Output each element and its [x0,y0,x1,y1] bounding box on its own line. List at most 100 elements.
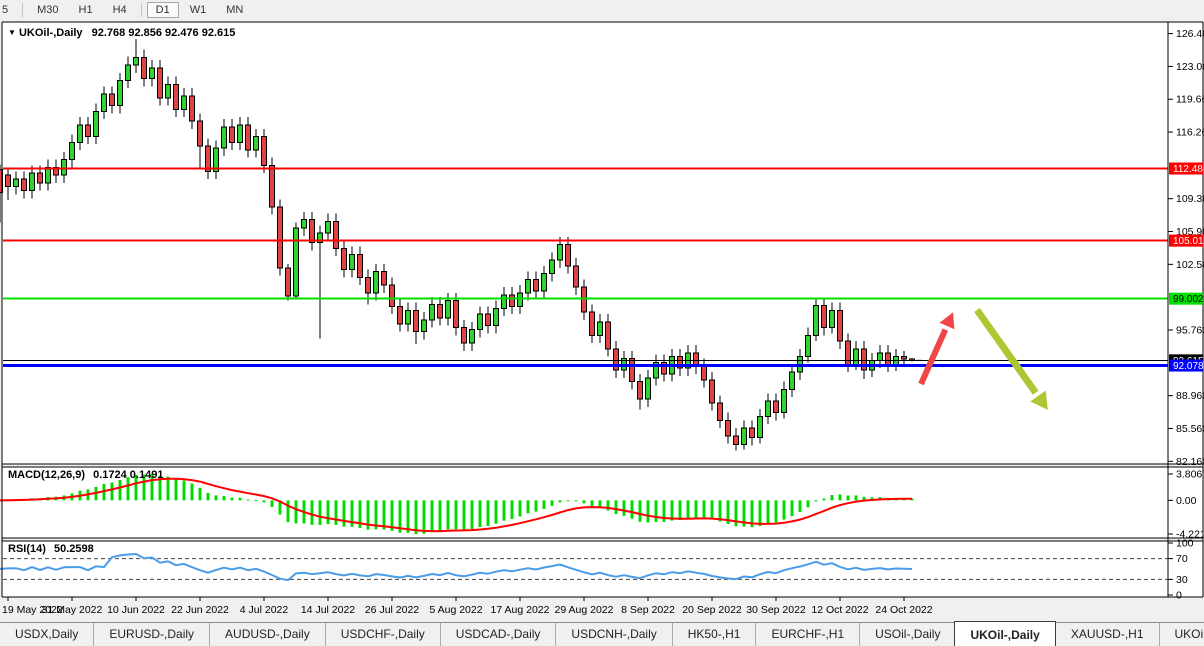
macd-histogram-bar [550,500,554,506]
tab-usoil-daily[interactable]: USOil-,Daily [859,623,955,646]
macd-histogram-bar [670,500,674,521]
candle-up [781,388,787,414]
tab-ukoil-daily[interactable]: UKOil-,Daily [954,621,1056,646]
tab-ukoil-daily[interactable]: UKOil-,Daily [1158,623,1204,646]
candle-down [5,174,11,188]
candle-down [157,67,163,99]
macd-histogram-bar [726,500,730,524]
candle-up [237,124,243,143]
macd-histogram-bar [814,500,818,502]
candle-down [661,361,667,375]
macd-histogram-bar [846,495,850,501]
price-badge [1169,292,1203,305]
macd-histogram-bar [590,500,594,507]
macd-histogram-bar [782,500,786,520]
candle-up [77,124,83,143]
candle-down [717,402,723,421]
macd-histogram-bar [542,500,546,509]
candle-down [389,284,395,307]
macd-histogram-bar [134,474,138,501]
candle-down [277,206,283,269]
candle-down [341,248,347,271]
macd-histogram-bar [246,499,250,501]
candle-down [637,381,643,400]
macd-histogram-bar [822,498,826,501]
symbol-dropdown-icon[interactable]: ▼ [8,28,16,37]
macd-histogram-bar [638,500,642,522]
time-tick-label: 31 May 2022 [42,604,103,616]
chart-tab-bar: USDX,Daily EURUSD-,Daily AUDUSD-,Daily USDC… [0,621,1204,646]
tab-xauusd-h1[interactable]: XAUUSD-,H1 [1070,627,1144,641]
tab-usdcnh-daily[interactable]: USDCNH-,Daily [555,623,671,646]
candle-down [141,56,147,80]
timeframe-button-m30[interactable]: M30 [37,4,59,16]
price-tick-label: 109.360 [1176,193,1204,205]
macd-histogram-bar [854,495,858,501]
time-tick-label: 22 Jun 2022 [171,604,229,616]
macd-histogram-bar [366,500,370,530]
macd-histogram-bar [518,500,522,517]
macd-histogram-bar [422,500,426,534]
timeframe-button-mn[interactable]: MN [226,4,244,16]
candle-down [773,400,779,414]
macd-histogram-bar [182,480,186,501]
candle-down [309,219,315,244]
candle-up [765,400,771,417]
candle-down [533,278,539,292]
price-badge [1169,359,1203,372]
macd-histogram-bar [454,500,458,530]
rsi-indicator-label: RSI(14) 50.2598 [8,543,94,555]
tab-audusd-daily[interactable]: AUDUSD-,Daily [209,623,325,646]
macd-histogram-bar [230,497,234,501]
tab-usdchf-daily[interactable]: USDCHF-,Daily [324,623,440,646]
chart-tabs: USDX,Daily EURUSD-,Daily AUDUSD-,Daily USDC… [0,621,1204,646]
candle-up [813,304,819,336]
price-tick-label: 116.260 [1176,127,1204,139]
timeframe-button-h4[interactable]: H4 [112,4,127,16]
tab-eurchf-h1[interactable]: EURCHF-,H1 [755,623,859,646]
time-tick-label: 29 Aug 2022 [555,604,614,616]
candle-up [373,271,379,294]
macd-histogram-bar [414,500,418,534]
macd-histogram-bar [750,500,754,528]
candle-up [477,313,483,331]
macd-histogram-bar [534,500,538,512]
candle-down [677,356,683,369]
candle-down [357,253,363,278]
tab-eurusd-daily[interactable]: EURUSD-,Daily [93,623,209,646]
macd-histogram-bar [566,500,570,502]
macd-histogram-bar [406,500,410,533]
tab-usdx-daily[interactable]: USDX,Daily [15,627,79,641]
macd-histogram-bar [206,492,210,501]
candle-down [629,358,635,383]
timeframe-button-w1[interactable]: W1 [189,4,207,16]
candle-up [165,83,171,99]
candle-up [853,348,859,365]
candle-up [61,159,67,176]
chart-title-bar[interactable]: ▼ UKOil-,Daily 92.768 92.856 92.476 92.6… [8,27,235,39]
candle-down [733,435,739,445]
macd-histogram-bar [334,500,338,525]
pane-background [2,541,1203,597]
candle-down [189,95,195,122]
up-arrow-annotation[interactable] [918,312,955,386]
tab-usdcad-daily[interactable]: USDCAD-,Daily [439,623,556,646]
macd-histogram-bar [494,500,498,524]
candle-up [741,427,747,445]
macd-scale-label: -4.221 [1176,529,1204,541]
time-tick-label: 10 Jun 2022 [107,604,165,616]
candle-down [861,348,867,371]
price-badge [1169,162,1203,175]
timeframe-button-h1[interactable]: H1 [78,4,93,16]
candle-up [525,278,531,294]
candlestick-series [0,38,915,451]
candle-up [541,273,547,292]
candle-up [301,219,307,229]
down-arrow-annotation[interactable] [974,307,1048,410]
macd-histogram-bar [398,500,402,533]
tab-hk50-h1[interactable]: HK50-,H1 [671,623,756,646]
price-tick-label: 88.960 [1176,390,1204,402]
timeframe-button-5[interactable]: 5 [2,4,9,16]
timeframe-button-d1[interactable]: D1 [146,2,179,18]
